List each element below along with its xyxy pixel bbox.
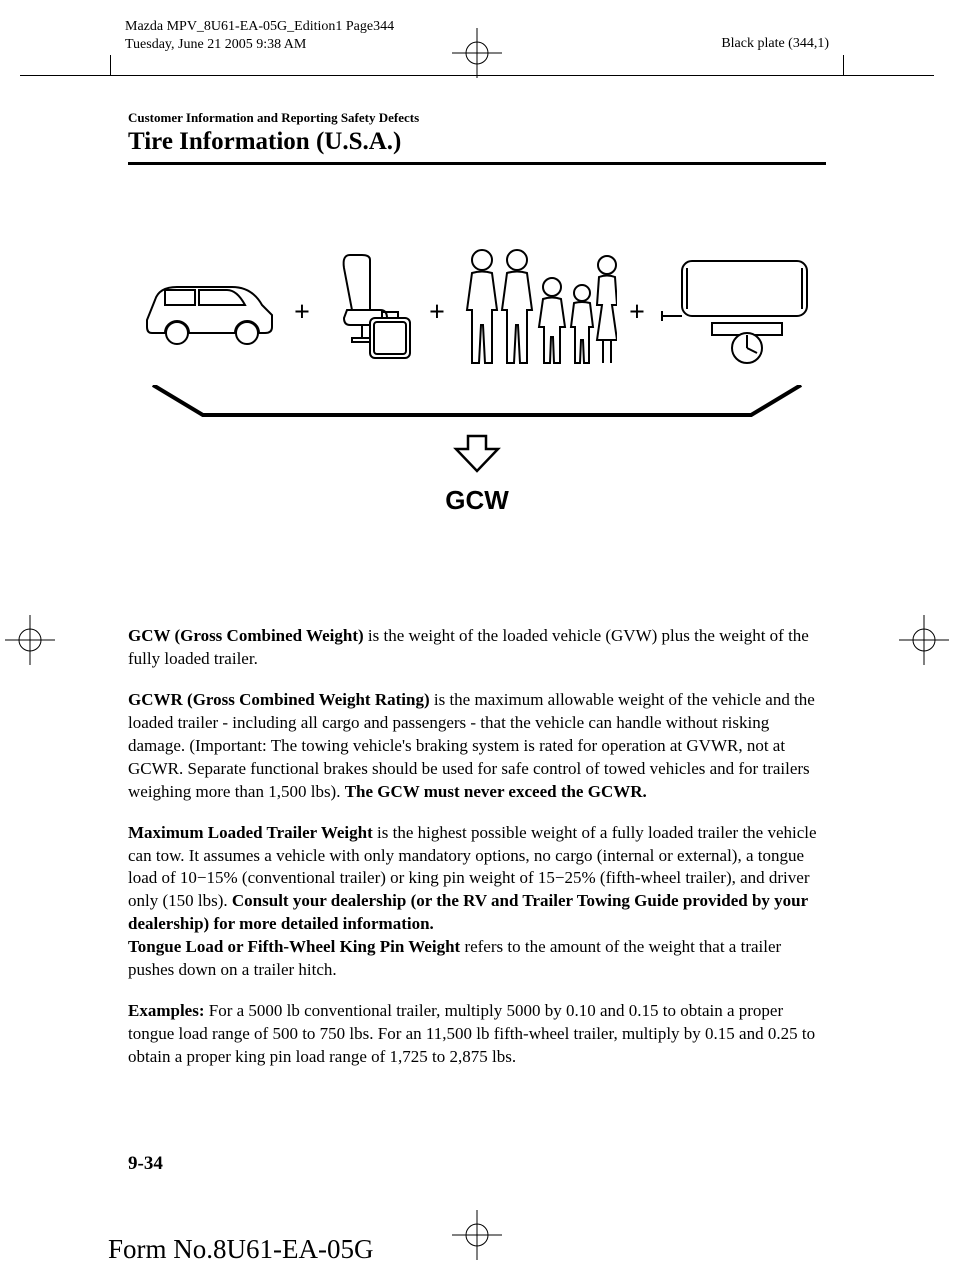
plus-icon: + <box>429 297 445 329</box>
form-number: Form No.8U61-EA-05G <box>108 1234 373 1265</box>
paragraph-gcwr: GCWR (Gross Combined Weight Rating) is t… <box>128 689 826 804</box>
paragraph-max-trailer: Maximum Loaded Trailer Weight is the hig… <box>128 822 826 983</box>
plus-icon: + <box>294 297 310 329</box>
seat-luggage-icon <box>322 250 417 375</box>
registration-mark-bottom-icon <box>452 1210 502 1265</box>
chapter-line: Customer Information and Reporting Safet… <box>128 110 826 126</box>
term-examples: Examples: <box>128 1001 205 1020</box>
page-number: 9-34 <box>128 1153 163 1175</box>
plate-label: Black plate (344,1) <box>721 36 829 52</box>
text: For a 5000 lb conventional trailer, mult… <box>128 1001 815 1066</box>
registration-mark-right-icon <box>899 615 949 670</box>
trailer-scale-icon <box>657 253 817 373</box>
print-header: Mazda MPV_8U61-EA-05G_Edition1 Page344 T… <box>125 18 829 54</box>
doc-id-line: Mazda MPV_8U61-EA-05G_Edition1 Page344 <box>125 18 829 36</box>
vehicle-icon <box>137 265 282 360</box>
paragraph-examples: Examples: For a 5000 lb conventional tra… <box>128 1000 826 1069</box>
gcw-label: GCW <box>128 485 826 516</box>
crop-line <box>20 75 934 76</box>
term-gcw: GCW (Gross Combined Weight) <box>128 626 364 645</box>
term-gcwr: GCWR (Gross Combined Weight Rating) <box>128 690 430 709</box>
registration-mark-left-icon <box>5 615 55 670</box>
gcw-diagram: + + <box>128 245 826 555</box>
section-title: Tire Information (U.S.A.) <box>128 128 826 165</box>
paragraph-gcw: GCW (Gross Combined Weight) is the weigh… <box>128 625 826 671</box>
page-content: Customer Information and Reporting Safet… <box>128 110 826 1087</box>
down-arrow-icon <box>452 433 502 480</box>
body-text: GCW (Gross Combined Weight) is the weigh… <box>128 625 826 1069</box>
text-bold: The GCW must never exceed the GCWR. <box>345 782 647 801</box>
bracket-line-icon <box>148 385 806 415</box>
term-max-trailer: Maximum Loaded Trailer Weight <box>128 823 373 842</box>
family-icon <box>457 245 617 380</box>
term-tongue-load: Tongue Load or Fifth-Wheel King Pin Weig… <box>128 937 460 956</box>
plus-icon: + <box>629 297 645 329</box>
